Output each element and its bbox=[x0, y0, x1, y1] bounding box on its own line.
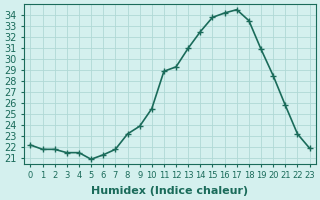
X-axis label: Humidex (Indice chaleur): Humidex (Indice chaleur) bbox=[92, 186, 249, 196]
